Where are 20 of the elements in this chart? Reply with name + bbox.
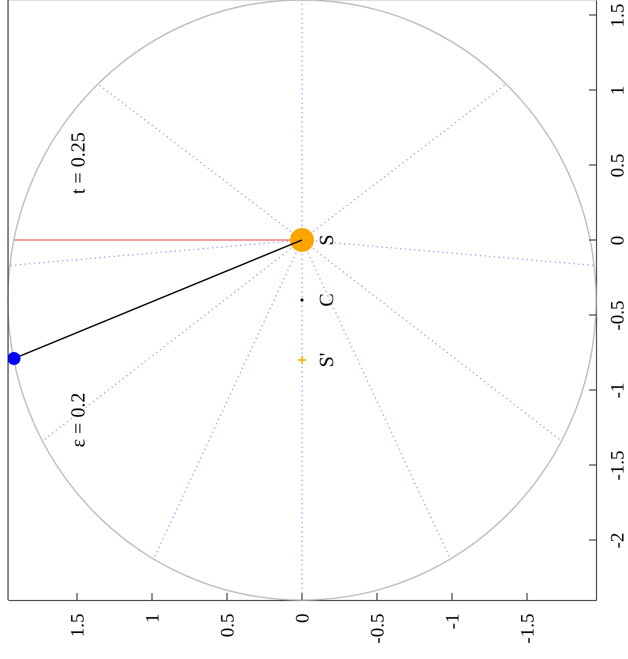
x-tick-label: 0.5	[218, 614, 238, 638]
y-tick-label: -2	[608, 532, 628, 548]
text: S'	[316, 352, 338, 368]
annotation: ε = 0.2	[68, 392, 90, 448]
y-tick-label: 1	[608, 86, 628, 96]
text: S	[316, 234, 338, 246]
text: C	[316, 293, 338, 307]
y-tick-label: -1	[608, 382, 628, 398]
x-tick-label: 1.5	[68, 614, 88, 638]
y-tick-label: 0	[608, 236, 628, 246]
y-tick-label: -0.5	[608, 300, 628, 331]
y-tick-label: -1.5	[608, 450, 628, 481]
x-tick-label: 1	[142, 614, 164, 623]
x-tick-label: -1	[442, 614, 464, 630]
y-tick-label: 1.5	[608, 4, 628, 28]
annotation: t = 0.25	[68, 132, 90, 194]
x-tick-label: -0.5	[368, 614, 388, 644]
x-tick-label: -1.5	[518, 614, 538, 644]
x-tick-label: 0	[292, 614, 314, 623]
y-tick-label: 0.5	[608, 154, 628, 178]
